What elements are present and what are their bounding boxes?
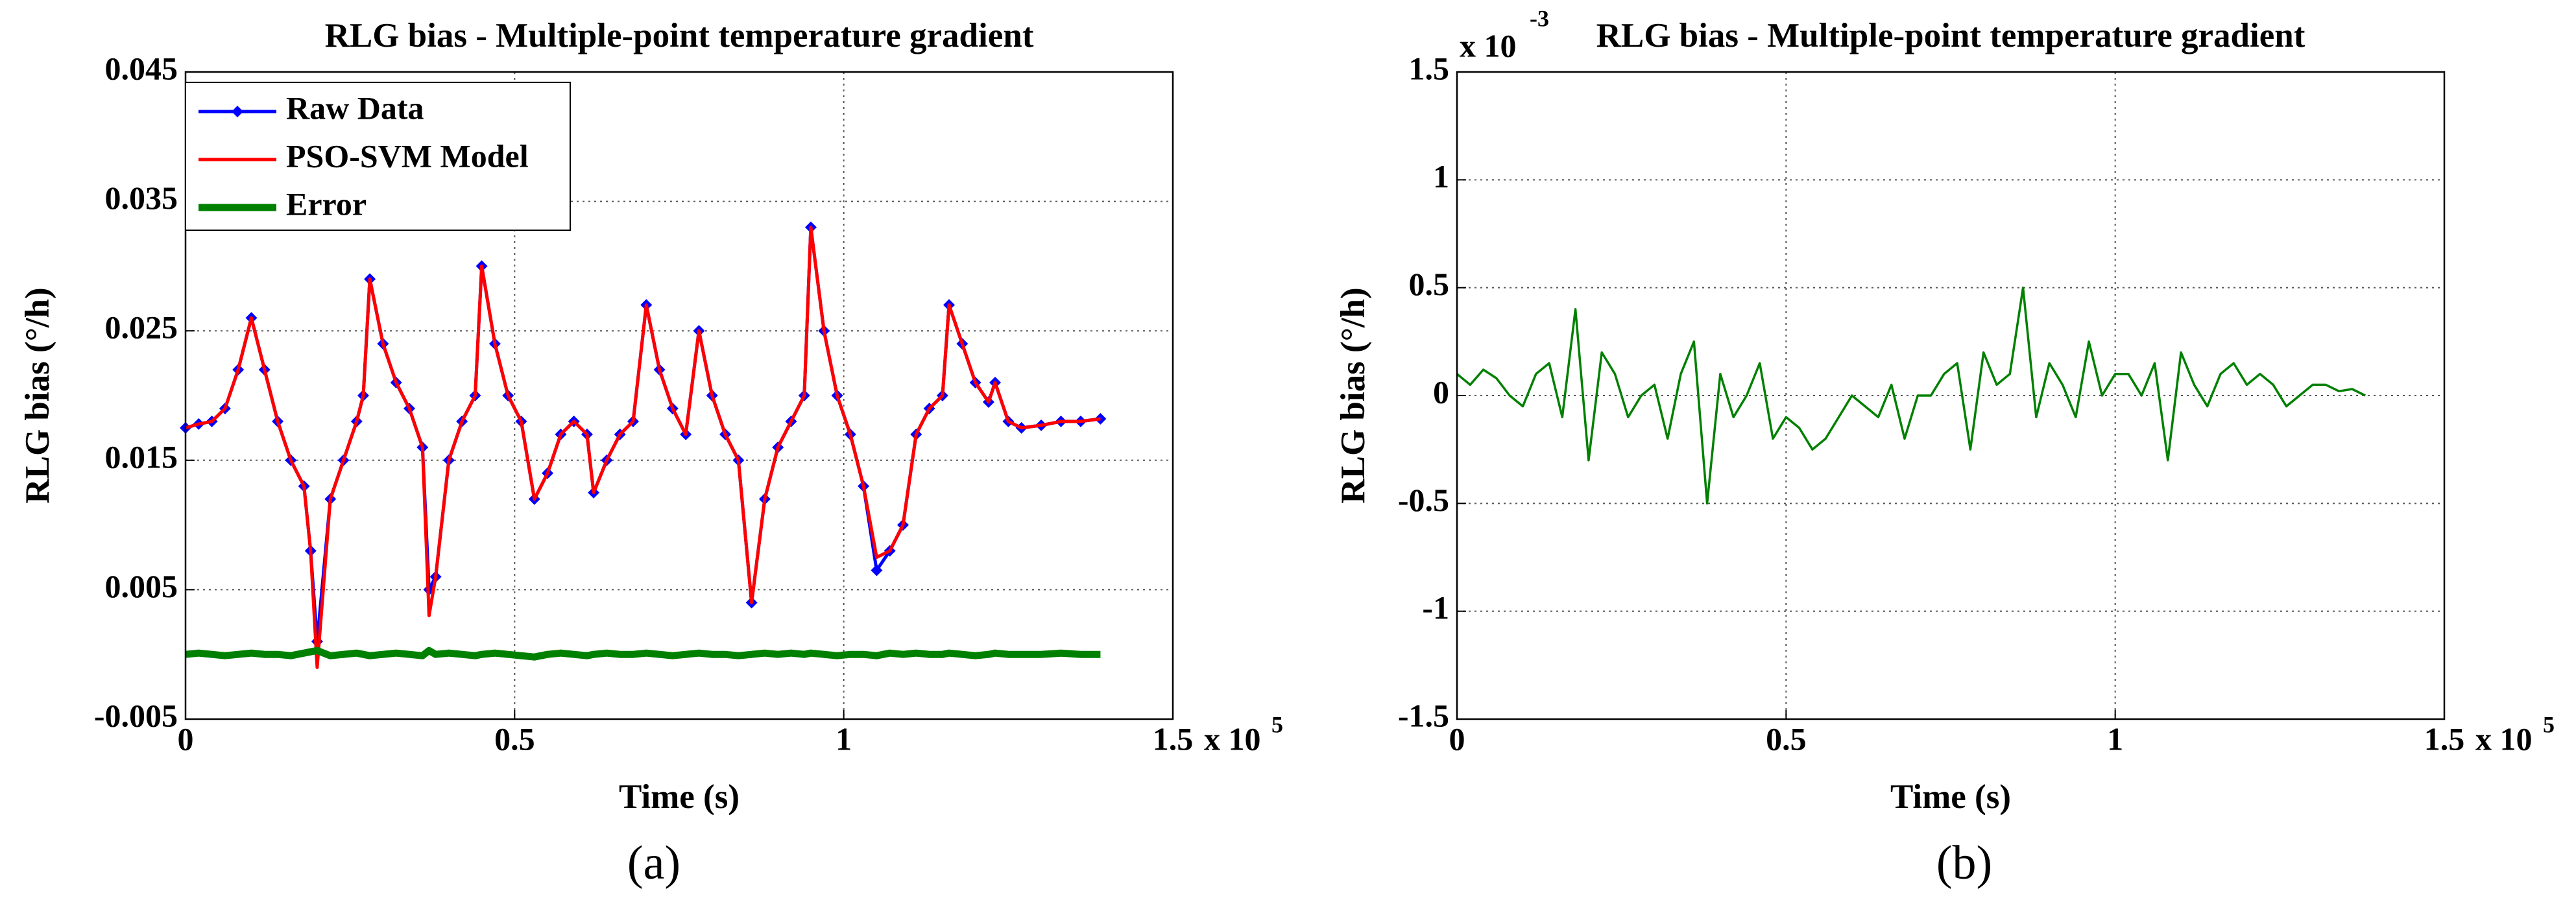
- x-tick-label: 0.5: [494, 720, 535, 757]
- x-multiplier-exponent: 5: [2543, 711, 2555, 737]
- x-multiplier: x 10: [1204, 720, 1261, 757]
- y-tick-label: 0.5: [1409, 266, 1450, 302]
- y-tick-label: -1: [1422, 589, 1449, 626]
- data-line: [185, 226, 1101, 669]
- y-tick-label: -0.005: [94, 697, 178, 733]
- legend-label: Raw Data: [286, 89, 424, 126]
- y-axis-label: RLG bias (°/h): [19, 287, 56, 503]
- x-tick-label: 0.5: [1766, 720, 1807, 757]
- caption: (a): [627, 836, 680, 890]
- y-tick-label: 0.025: [105, 309, 178, 346]
- y-multiplier: x 10: [1460, 27, 1517, 64]
- y-tick-label: 0.035: [105, 180, 178, 216]
- x-axis-label: Time (s): [619, 778, 740, 816]
- chart-title: RLG bias - Multiple-point temperature gr…: [325, 17, 1034, 54]
- plot-frame: [184, 71, 1174, 720]
- x-tick-label: 1: [836, 720, 852, 757]
- y-tick-label: 0.005: [105, 568, 178, 604]
- y-multiplier-exponent: -3: [1530, 5, 1549, 31]
- y-tick-label: 0.015: [105, 438, 178, 475]
- x-tick-label: 0: [1449, 720, 1465, 757]
- x-multiplier: x 10: [2475, 720, 2533, 757]
- x-tick-label: 1: [2107, 720, 2123, 757]
- y-tick-label: 0.045: [105, 50, 178, 86]
- y-tick-label: -1.5: [1398, 697, 1449, 733]
- legend-marker: [232, 106, 243, 117]
- x-tick-label: 1.5: [1153, 720, 1194, 757]
- data-line: [1456, 286, 2366, 505]
- caption: (b): [1936, 836, 1992, 890]
- x-multiplier-exponent: 5: [1271, 711, 1283, 737]
- data-marker: [871, 564, 883, 576]
- plot-frame: [1456, 71, 2446, 720]
- y-tick-label: 0: [1433, 374, 1449, 410]
- x-tick-label: 0: [178, 720, 194, 757]
- data-line: [185, 646, 1101, 661]
- chart-title: RLG bias - Multiple-point temperature gr…: [1596, 17, 2305, 54]
- x-tick-label: 1.5: [2424, 720, 2465, 757]
- y-tick-label: 1.5: [1409, 50, 1450, 86]
- y-tick-label: 1: [1433, 158, 1449, 195]
- y-axis-label: RLG bias (°/h): [1334, 287, 1372, 503]
- x-axis-label: Time (s): [1890, 778, 2011, 816]
- legend-label: Error: [286, 185, 367, 222]
- legend-label: PSO-SVM Model: [286, 137, 529, 174]
- y-tick-label: -0.5: [1398, 482, 1449, 518]
